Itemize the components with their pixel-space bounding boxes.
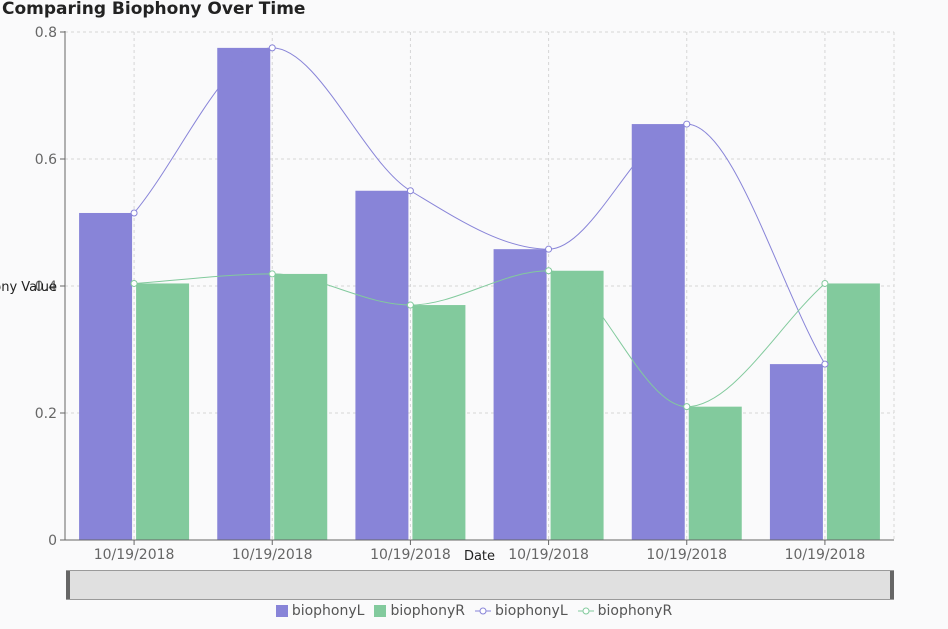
- bar-biophonyL: [493, 249, 547, 541]
- x-tick-label: 10/19/2018: [94, 547, 175, 563]
- chart-title: Comparing Biophony Over Time: [2, 0, 306, 19]
- point-biophonyR: [821, 279, 829, 287]
- x-axis-label: Date: [464, 549, 495, 564]
- bar-biophonyL: [769, 364, 823, 540]
- bar-biophonyL: [631, 124, 685, 540]
- legend-item-biophonyR[interactable]: biophonyR: [374, 603, 465, 619]
- legend-label: biophonyL: [291, 603, 365, 619]
- x-tick-label: 10/19/2018: [508, 547, 589, 563]
- legend-bar-swatch: [275, 605, 288, 617]
- bar-biophonyL: [355, 190, 409, 540]
- x-tick-label: 10/19/2018: [785, 547, 866, 563]
- legend-line-swatch: [475, 607, 491, 615]
- range-brush[interactable]: [66, 570, 894, 600]
- legend-item-biophonyR[interactable]: biophonyR: [577, 603, 673, 619]
- y-tick-label: 0.8: [35, 25, 57, 41]
- point-biophonyR: [268, 270, 276, 278]
- point-biophonyL: [130, 209, 138, 217]
- point-biophonyL: [545, 245, 553, 253]
- legend-item-biophonyL[interactable]: biophonyL: [275, 603, 365, 619]
- legend-label: biophonyR: [597, 603, 673, 619]
- point-biophonyL: [406, 187, 414, 195]
- y-tick-label: 0.6: [35, 152, 57, 168]
- point-biophonyR: [683, 403, 691, 411]
- y-tick-label: 0: [48, 533, 57, 549]
- chart-legend: biophonyL biophonyR biophonyL biophonyR: [0, 603, 948, 619]
- brush-handle-left[interactable]: [66, 571, 70, 599]
- bar-biophonyR: [550, 270, 604, 540]
- y-tick-label: 0.2: [35, 406, 57, 422]
- bar-biophonyR: [274, 273, 328, 540]
- brush-handle-right[interactable]: [890, 571, 894, 599]
- legend-line-swatch: [577, 607, 594, 615]
- x-tick-label: 10/19/2018: [646, 547, 727, 563]
- y-axis-label: Biophony Value: [0, 280, 57, 295]
- bar-biophonyR: [412, 305, 466, 540]
- point-biophonyR: [130, 279, 138, 287]
- point-biophonyL: [683, 120, 691, 128]
- bar-biophonyR: [688, 406, 742, 540]
- line-biophonyL: [133, 47, 826, 365]
- x-tick-label: 10/19/2018: [370, 547, 451, 563]
- bar-biophonyR: [136, 283, 190, 540]
- legend-label: biophonyR: [390, 603, 465, 619]
- legend-label: biophonyL: [495, 603, 568, 619]
- bar-biophonyR: [826, 283, 880, 540]
- x-tick-label: 10/19/2018: [232, 547, 313, 563]
- point-biophonyL: [268, 44, 276, 52]
- point-biophonyR: [406, 301, 414, 309]
- bar-biophonyL: [79, 212, 133, 540]
- legend-item-biophonyL[interactable]: biophonyL: [475, 603, 568, 619]
- y-tick-label: 0.4: [35, 279, 57, 295]
- point-biophonyR: [545, 267, 553, 275]
- legend-bar-swatch: [374, 605, 387, 617]
- point-biophonyL: [821, 360, 829, 368]
- bar-biophonyL: [217, 47, 271, 540]
